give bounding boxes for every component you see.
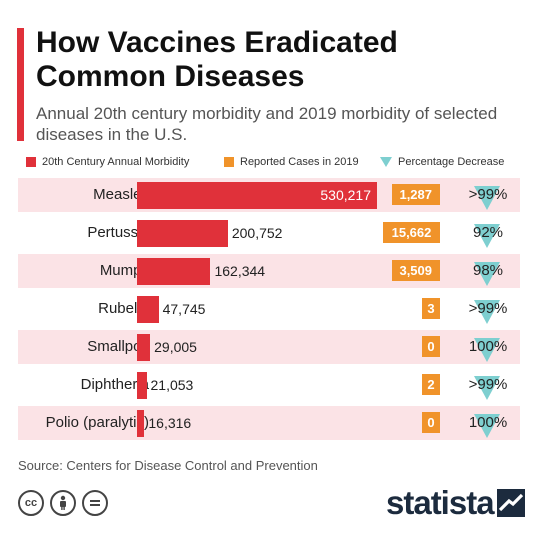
decrease-triangle-icon: [474, 262, 500, 286]
legend-swatch-morbidity: [26, 157, 36, 167]
morbidity-bar: [137, 182, 377, 209]
reported-cases-badge: 15,662: [383, 222, 440, 243]
chart-row: Smallpox 29,005 0 100%: [18, 330, 520, 364]
legend-swatch-decrease: [380, 157, 392, 167]
percentage-decrease-label: 100%: [468, 338, 508, 355]
legend-item-reported: Reported Cases in 2019: [224, 156, 359, 168]
attribution-icon: [50, 490, 76, 516]
no-derivatives-icon: [82, 490, 108, 516]
source-note: Source: Centers for Disease Control and …: [18, 458, 318, 473]
title-accent-bar: [17, 28, 24, 141]
morbidity-value-label: 200,752: [231, 225, 283, 241]
category-label: Smallpox: [87, 338, 149, 355]
category-label: Diphtheria: [80, 376, 149, 393]
chart-subtitle: Annual 20th century morbidity and 2019 m…: [36, 104, 498, 144]
statista-logo-icon: [496, 489, 525, 517]
percentage-decrease-label: 92%: [472, 224, 504, 241]
chart-row: Diphtheria 21,053 2 >99%: [18, 368, 520, 402]
chart-row: Pertussis 200,752 15,662 92%: [18, 216, 520, 250]
morbidity-value-label: 530,217: [320, 187, 371, 203]
chart-row: Measles 530,217 1,287 >99%: [18, 178, 520, 212]
morbidity-bar: [137, 296, 159, 323]
cc-icon: cc: [18, 490, 44, 516]
statista-logo: statista: [386, 484, 525, 522]
license-icons: cc: [18, 490, 108, 516]
decrease-triangle-icon: [474, 300, 500, 324]
decrease-triangle-icon: [474, 186, 500, 210]
category-label: Mumps: [99, 262, 149, 279]
chart-rows: Measles 530,217 1,287 >99% Pertussis 200,752 1…: [18, 178, 520, 444]
decrease-triangle-icon: [474, 414, 500, 438]
reported-cases-badge: 2: [422, 374, 440, 395]
chart-title: How Vaccines Eradicated Common Diseases: [36, 26, 398, 93]
category-label: Measles: [93, 186, 149, 203]
percentage-decrease-label: 98%: [472, 262, 504, 279]
legend-label-reported: Reported Cases in 2019: [240, 156, 359, 168]
legend-item-decrease: Percentage Decrease: [380, 156, 504, 168]
category-label: Rubella: [98, 300, 149, 317]
reported-cases-badge: 3: [422, 298, 440, 319]
decrease-triangle-icon: [474, 224, 500, 248]
statista-wordmark: statista: [386, 484, 495, 521]
category-label: Pertussis: [87, 224, 149, 241]
morbidity-bar: [137, 258, 211, 285]
legend-label-morbidity: 20th Century Annual Morbidity: [42, 156, 190, 168]
morbidity-value-label: 162,344: [214, 263, 266, 279]
reported-cases-badge: 1,287: [391, 184, 440, 205]
legend-swatch-reported: [224, 157, 234, 167]
legend: 20th Century Annual Morbidity Reported C…: [18, 156, 523, 172]
morbidity-value-label: 16,316: [148, 415, 192, 431]
morbidity-bar: [137, 372, 147, 399]
chart-row: Polio (paralytic) 16,316 0 100%: [18, 406, 520, 440]
reported-cases-badge: 0: [422, 336, 440, 357]
morbidity-value-label: 47,745: [162, 301, 206, 317]
chart-row: Mumps 162,344 3,509 98%: [18, 254, 520, 288]
legend-label-decrease: Percentage Decrease: [398, 156, 505, 168]
morbidity-bar: [137, 410, 145, 437]
morbidity-value-label: 29,005: [154, 339, 197, 355]
category-label: Polio (paralytic): [45, 414, 149, 431]
reported-cases-badge: 3,509: [391, 260, 440, 281]
morbidity-bar: [137, 220, 228, 247]
decrease-triangle-icon: [474, 338, 500, 362]
morbidity-value-label: 21,053: [150, 377, 194, 393]
percentage-decrease-label: >99%: [468, 300, 508, 317]
percentage-decrease-label: 100%: [468, 414, 508, 431]
percentage-decrease-label: >99%: [468, 186, 508, 203]
reported-cases-badge: 0: [422, 412, 440, 433]
morbidity-bar: [137, 334, 151, 361]
decrease-triangle-icon: [474, 376, 500, 400]
chart-row: Rubella 47,745 3 >99%: [18, 292, 520, 326]
percentage-decrease-label: >99%: [468, 376, 508, 393]
legend-item-morbidity: 20th Century Annual Morbidity: [26, 156, 189, 168]
